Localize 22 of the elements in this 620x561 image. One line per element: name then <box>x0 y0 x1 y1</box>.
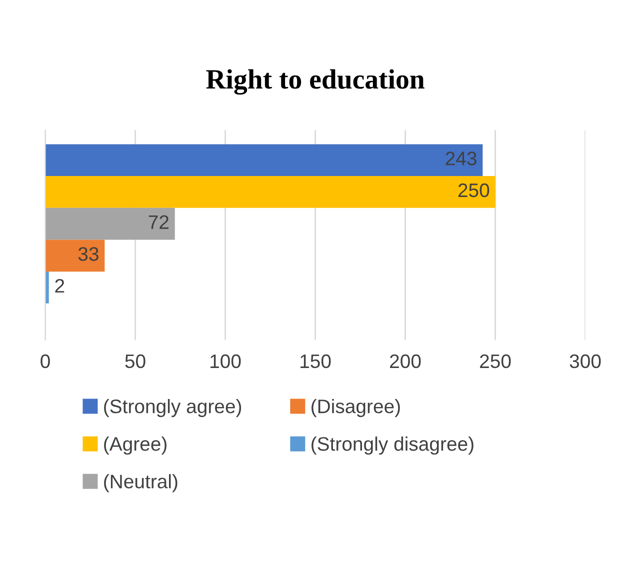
x-tick-label: 0 <box>40 354 50 368</box>
x-tick-label: 50 <box>125 354 146 368</box>
x-tick-label: 250 <box>480 354 511 368</box>
data-label: 250 <box>458 183 490 198</box>
bar <box>45 176 496 208</box>
x-tick-label: 100 <box>210 354 241 368</box>
bar <box>45 240 105 272</box>
legend-label: (Disagree) <box>312 398 400 418</box>
x-tick-label: 200 <box>390 354 421 368</box>
legend-label: (Agree) <box>104 436 166 455</box>
data-label: 33 <box>78 247 98 261</box>
legend-label: (Neutral) <box>104 474 178 492</box>
x-tick-label: 150 <box>300 354 331 368</box>
legend-label: (Strongly disagree) <box>312 436 474 455</box>
legend-label: (Strongly agree) <box>104 398 242 418</box>
bar <box>45 208 175 240</box>
data-label: 2 <box>55 278 64 293</box>
data-label: 72 <box>148 215 168 229</box>
bar <box>45 144 483 176</box>
data-label: 243 <box>446 152 476 166</box>
chart-title: Right to education <box>206 69 424 95</box>
x-tick-label: 300 <box>570 354 601 368</box>
